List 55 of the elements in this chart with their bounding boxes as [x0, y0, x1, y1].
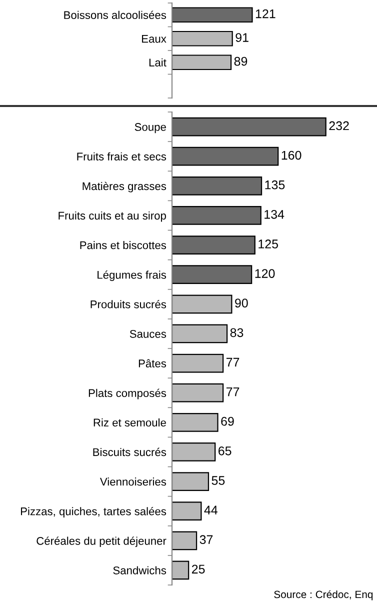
y-tick-label: Sauces [130, 330, 166, 338]
data-label: 135 [265, 180, 285, 190]
data-label: 77 [226, 358, 240, 367]
y-tick-label: Lait [149, 58, 166, 67]
bar [172, 146, 279, 166]
y-tick-label: Boissons alcoolisées [64, 10, 166, 20]
bar [172, 531, 198, 550]
bar [172, 176, 262, 196]
data-label: 37 [200, 535, 213, 544]
y-tick-label: Sandwichs [113, 566, 166, 574]
data-label: 160 [282, 150, 302, 160]
bar [172, 560, 190, 580]
bar [172, 354, 224, 373]
data-label: 89 [234, 56, 248, 66]
bar [172, 472, 210, 491]
y-tick-label: Fruits frais et secs [77, 152, 166, 160]
data-label: 125 [258, 240, 278, 248]
y-tick-label: Matières grasses [82, 182, 166, 192]
bar [172, 442, 216, 462]
y-tick-label: Pâtes [138, 359, 166, 368]
bar [172, 117, 326, 136]
data-label: 90 [235, 298, 248, 308]
data-label: 91 [236, 33, 248, 42]
y-tick-label: Viennoiseries [100, 478, 166, 486]
data-label: 55 [212, 476, 225, 485]
y-tick-label: Pains et biscottes [80, 241, 166, 250]
bar [172, 324, 228, 344]
y-tick-label: Céréales du petit déjeuner [36, 536, 166, 548]
bar [172, 236, 256, 254]
data-label: 44 [204, 506, 218, 514]
bar [172, 502, 202, 521]
y-tick-label: Légumes frais [98, 270, 166, 281]
bar [172, 294, 232, 314]
data-label: 134 [264, 210, 284, 219]
y-tick-label: Plats composés [88, 388, 166, 400]
data-label: 69 [221, 416, 234, 426]
bar [172, 412, 218, 432]
data-label: 65 [218, 446, 232, 456]
data-label: 77 [226, 387, 240, 396]
y-tick-label: Produits sucrés [90, 300, 166, 308]
data-label: 83 [230, 328, 244, 338]
data-label: 232 [329, 121, 349, 130]
y-tick-label: Pizzas, quiches, tartes salées [21, 507, 166, 518]
data-label: 121 [256, 9, 276, 18]
y-tick-label: Biscuits sucrés [93, 448, 166, 456]
y-tick-label: Soupe [134, 123, 166, 134]
data-label: 25 [192, 564, 205, 574]
bar [172, 206, 262, 225]
y-tick-label: Fruits cuits et au sirop [58, 211, 166, 222]
y-tick-label: Riz et semoule [94, 418, 166, 427]
bar [172, 383, 224, 402]
y-tick-label: Eaux [142, 35, 166, 43]
bar [172, 265, 252, 284]
data-label: 120 [255, 269, 275, 278]
source-note: Source : Crédoc, Enq [274, 590, 373, 600]
